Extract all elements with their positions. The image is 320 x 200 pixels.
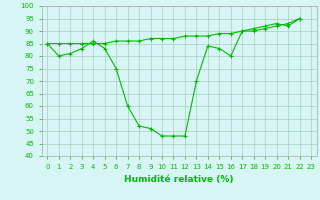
X-axis label: Humidité relative (%): Humidité relative (%) [124,175,234,184]
